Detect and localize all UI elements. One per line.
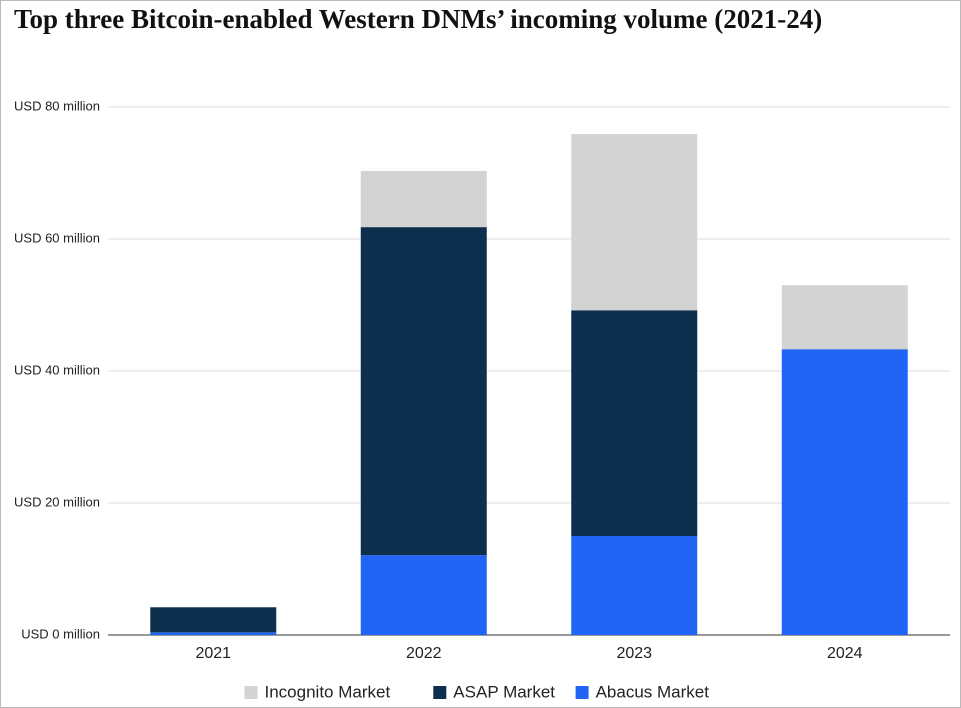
legend-label: ASAP Market [453, 682, 555, 701]
y-tick-label: USD 80 million [14, 98, 100, 113]
chart-title: Top three Bitcoin-enabled Western DNMs’ … [14, 4, 822, 34]
x-tick-label: 2021 [195, 645, 231, 662]
y-tick-label: USD 60 million [14, 230, 100, 245]
bar-segment [571, 536, 698, 635]
bar-segment [781, 285, 908, 350]
legend-label: Abacus Market [596, 682, 710, 701]
bar-segment [571, 134, 698, 311]
legend-swatch [575, 686, 589, 699]
bar-segment [360, 555, 487, 635]
x-tick-label: 2023 [616, 645, 652, 662]
legend-swatch [244, 686, 258, 699]
x-tick-label: 2022 [406, 645, 442, 662]
bar-segment [360, 227, 487, 556]
y-tick-label: USD 0 million [21, 626, 100, 641]
x-tick-label: 2024 [827, 645, 863, 662]
bar-segment [150, 607, 277, 633]
legend-swatch [433, 686, 447, 699]
y-tick-label: USD 20 million [14, 494, 100, 509]
bar-segment [781, 349, 908, 635]
y-tick-label: USD 40 million [14, 362, 100, 377]
bar-segment [150, 632, 277, 635]
bar-segment [360, 171, 487, 228]
legend-label: Incognito Market [265, 682, 391, 701]
bar-segment [571, 310, 698, 536]
